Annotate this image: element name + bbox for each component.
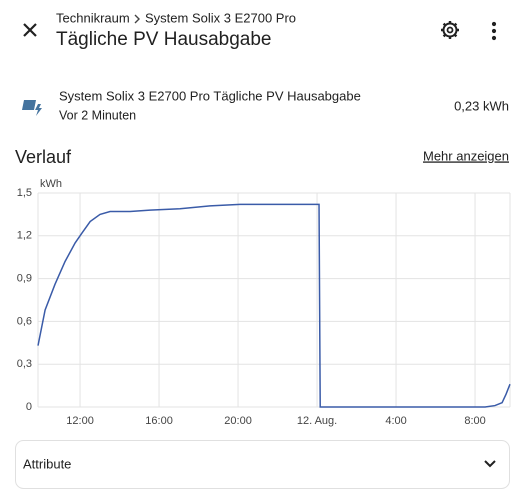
attributes-panel[interactable]	[15, 440, 510, 489]
entity-name: System Solix 3 E2700 Pro Tägliche PV Hau…	[59, 88, 361, 103]
bolt-icon	[35, 104, 42, 116]
breadcrumb-area[interactable]: Technikraum	[56, 10, 130, 25]
y-tick-label: 1,5	[17, 187, 32, 199]
entity-state: 0,23 kWh	[454, 98, 509, 113]
menu-button[interactable]	[491, 21, 497, 41]
last-changed: Vor 2 Minuten	[59, 108, 136, 122]
y-tick-label: 0	[26, 401, 32, 413]
x-tick-label: 12. Aug.	[297, 415, 337, 427]
close-icon	[23, 23, 37, 37]
more-link[interactable]: Mehr anzeigen	[423, 148, 509, 163]
attributes-title: Attribute	[23, 456, 71, 471]
data-line	[37, 203, 511, 408]
x-tick-label: 4:00	[385, 415, 406, 427]
menu-dot	[491, 35, 497, 41]
breadcrumb-device[interactable]: System Solix 3 E2700 Pro	[145, 10, 296, 25]
settings-button[interactable]	[441, 21, 459, 39]
settings-icon-center	[446, 26, 454, 34]
y-tick-label: 1,2	[17, 230, 32, 242]
solar-panel-icon	[22, 100, 36, 110]
x-tick-label: 8:00	[464, 415, 485, 427]
expand-icon	[484, 460, 496, 468]
settings-icon-teeth	[441, 21, 459, 39]
entity-icon	[22, 100, 42, 116]
x-tick-label: 12:00	[66, 415, 94, 427]
y-tick-label: 0,3	[17, 358, 32, 370]
dialog-title: Tägliche PV Hausabgabe	[56, 29, 271, 50]
y-tick-label: 0,6	[17, 315, 32, 327]
history-title: Verlauf	[15, 147, 72, 167]
x-tick-label: 20:00	[224, 415, 252, 427]
breadcrumb-separator	[134, 14, 140, 24]
close-button[interactable]	[23, 23, 37, 37]
x-tick-label: 16:00	[145, 415, 173, 427]
menu-dot	[491, 21, 497, 27]
y-tick-label: 0,9	[17, 273, 32, 285]
y-axis-unit: kWh	[40, 178, 62, 190]
history-chart: kWh 0 0,3 0,6 0,9 1,2 1,5 12:00 16:00 20:00 12. Au…	[17, 178, 511, 427]
menu-dot	[491, 28, 497, 34]
